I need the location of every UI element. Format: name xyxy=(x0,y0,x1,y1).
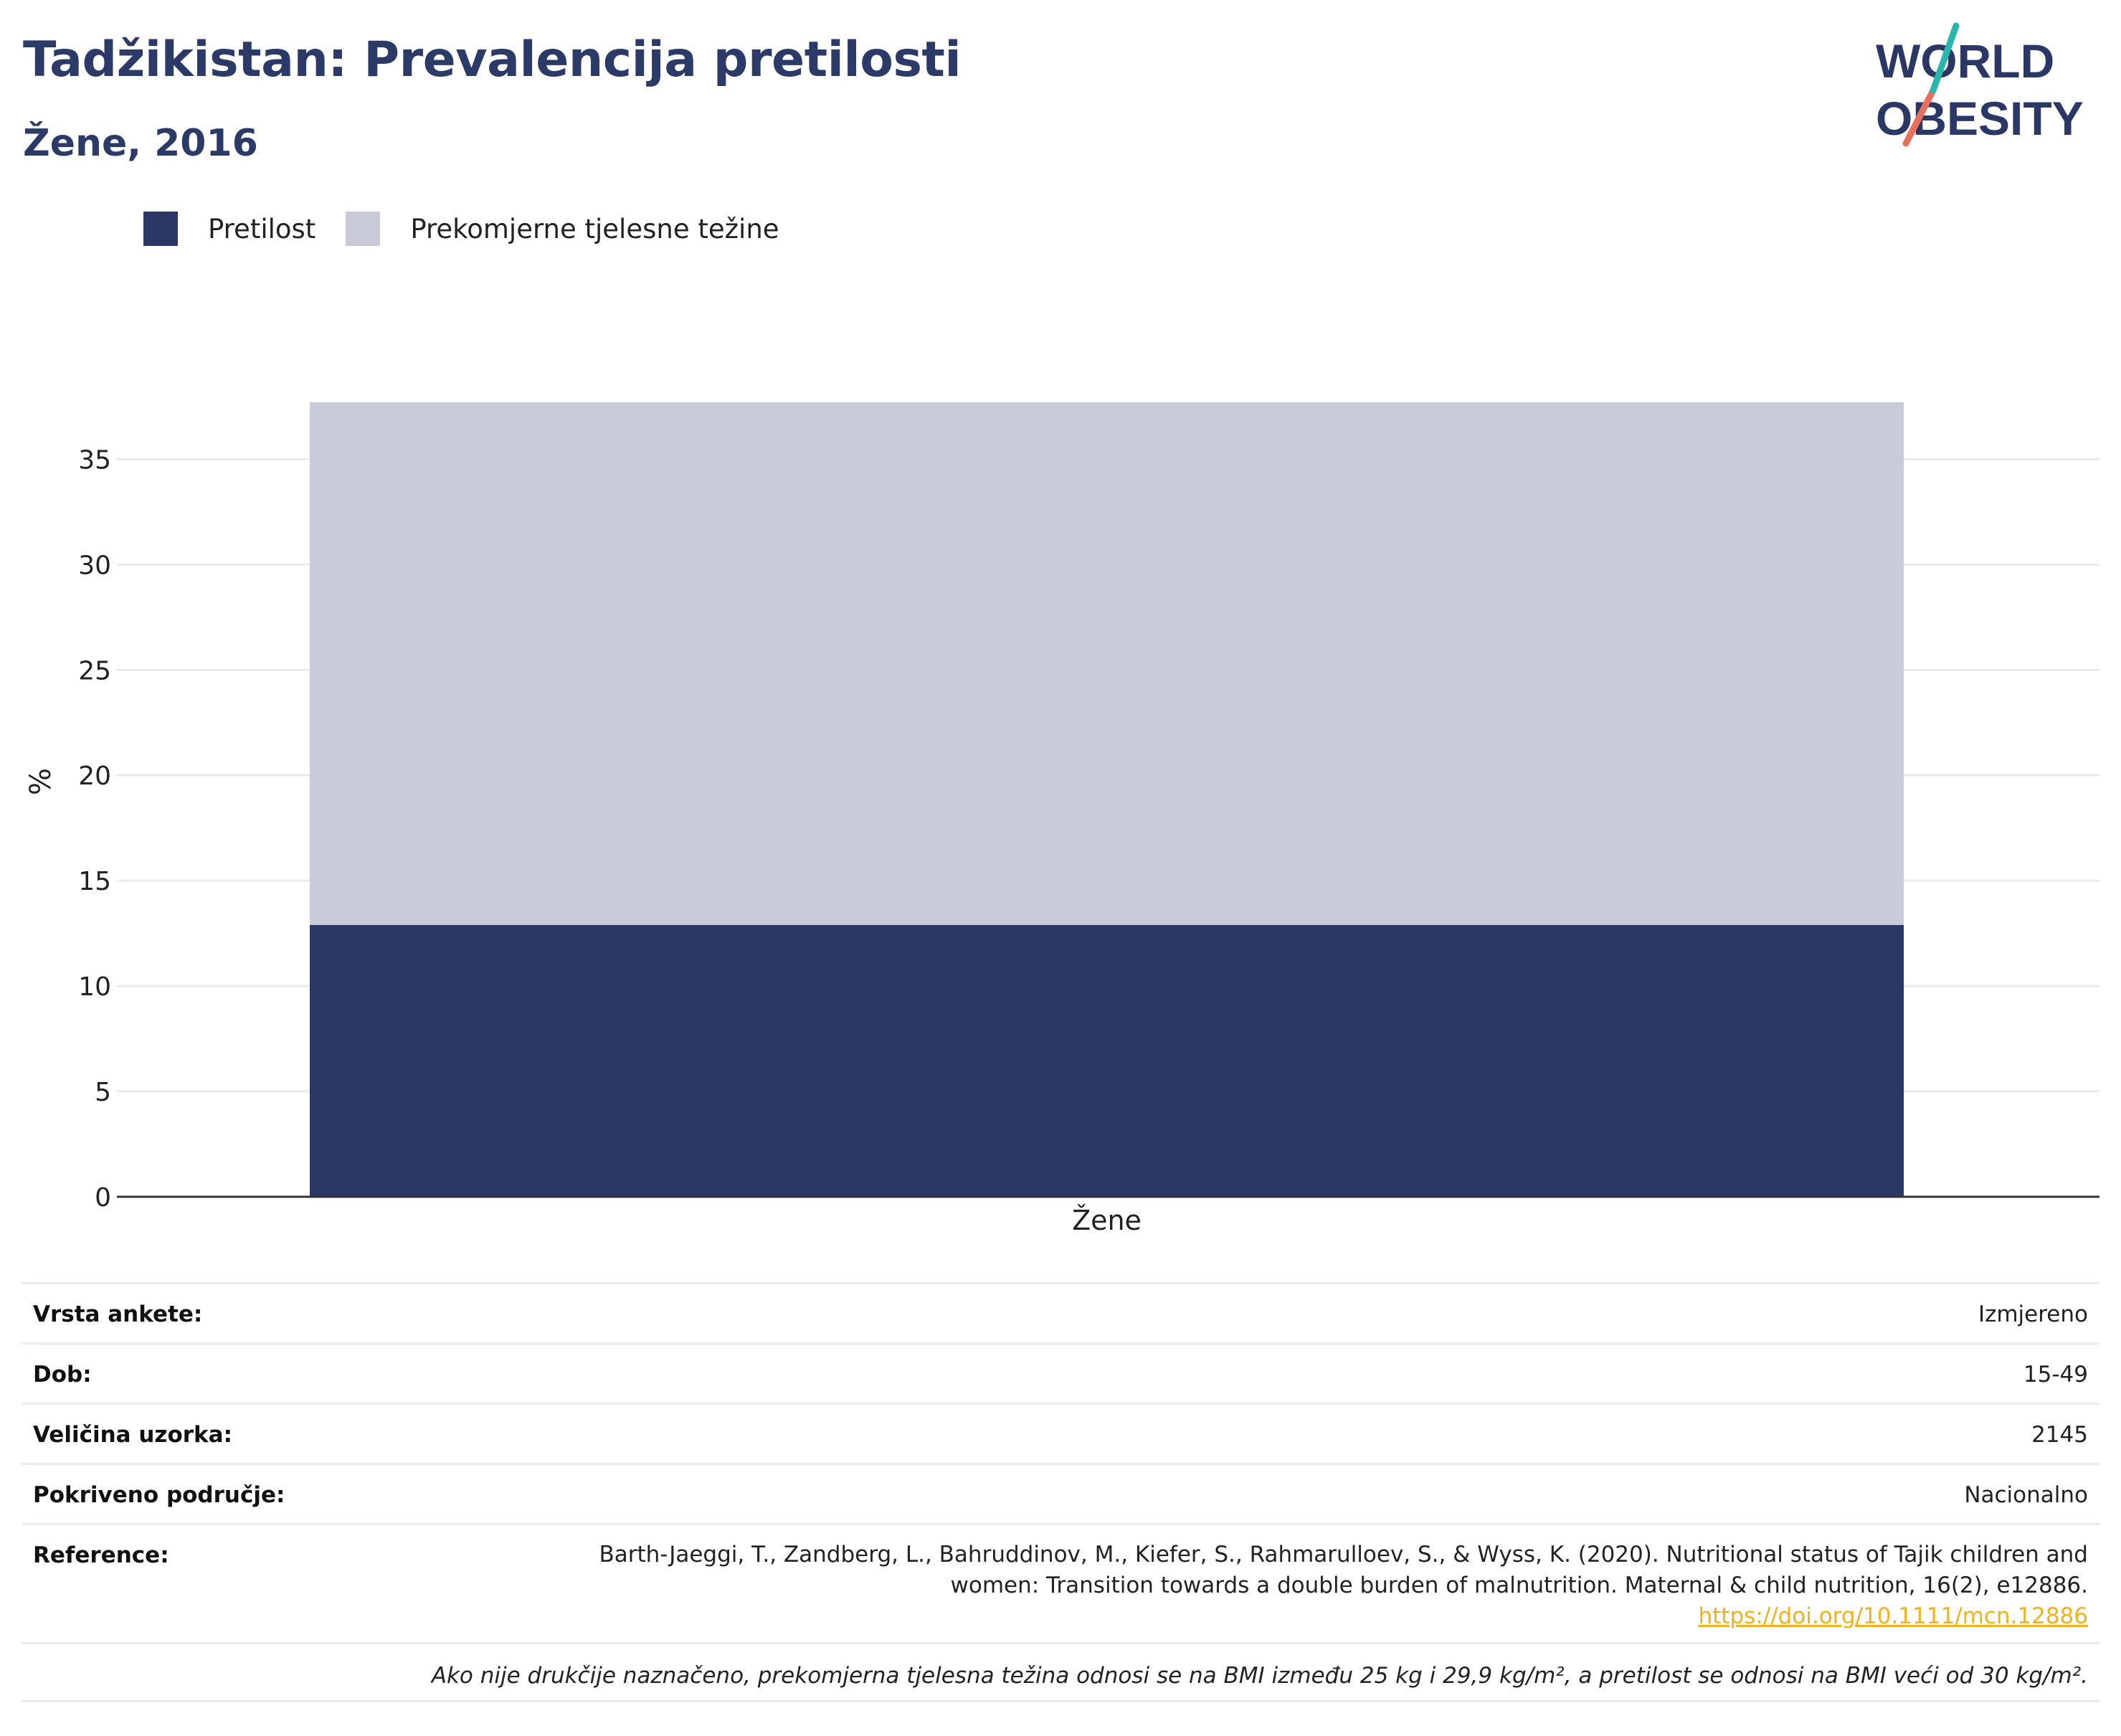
reference-line-2: women: Transition towards a double burde… xyxy=(950,1573,2089,1598)
info-row-survey-type: Vrsta ankete: Izmjereno xyxy=(22,1282,2099,1342)
y-tick-label: 10 xyxy=(78,972,111,1002)
info-key-sample-size: Veličina uzorka: xyxy=(33,1422,232,1448)
info-key-coverage: Pokriveno područje: xyxy=(33,1482,285,1508)
y-tick-label: 25 xyxy=(78,656,111,686)
y-tick-label: 5 xyxy=(95,1078,111,1107)
info-value-survey-type: Izmjereno xyxy=(1978,1301,2088,1327)
legend-label-obesity: Pretilost xyxy=(208,213,316,245)
info-row-reference: Reference: Barth-Jaeggi, T., Zandberg, L… xyxy=(22,1523,2099,1642)
definition-note: Ako nije drukčije naznačeno, prekomjerna… xyxy=(22,1642,2099,1702)
y-tick-label: 35 xyxy=(78,445,111,475)
page-subtitle: Žene, 2016 xyxy=(23,122,258,165)
info-key-reference: Reference: xyxy=(33,1542,169,1568)
legend-label-overweight: Prekomjerne tjelesne težine xyxy=(410,213,779,245)
y-tick-label: 20 xyxy=(78,762,111,791)
y-tick-label: 30 xyxy=(78,551,111,580)
reference-text: Barth-Jaeggi, T., Zandberg, L., Bahruddi… xyxy=(599,1540,2089,1632)
legend-swatch-overweight xyxy=(346,212,381,246)
legend-item-overweight[interactable]: Prekomjerne tjelesne težine xyxy=(346,212,779,246)
info-key-age: Dob: xyxy=(33,1362,92,1388)
survey-info-table: Vrsta ankete: Izmjereno Dob: 15-49 Velič… xyxy=(22,1282,2099,1702)
info-value-age: 15-49 xyxy=(2023,1362,2088,1388)
info-value-coverage: Nacionalno xyxy=(1964,1482,2088,1508)
legend-swatch-obesity xyxy=(143,212,178,246)
bars xyxy=(310,402,1904,1197)
y-axis-label: % xyxy=(24,768,57,795)
reference-link[interactable]: https://doi.org/10.1111/mcn.12886 xyxy=(1698,1603,2088,1629)
reference-line-1: Barth-Jaeggi, T., Zandberg, L., Bahruddi… xyxy=(599,1542,2089,1567)
info-row-coverage: Pokriveno područje: Nacionalno xyxy=(22,1463,2099,1523)
x-tick-label: Žene xyxy=(1072,1205,1142,1236)
legend-item-obesity[interactable]: Pretilost xyxy=(143,212,315,246)
axes: 0 5 10 15 20 25 30 35 Žene% xyxy=(24,445,2099,1236)
info-value-sample-size: 2145 xyxy=(2031,1422,2088,1448)
page-title: Tadžikistan: Prevalencija pretilosti xyxy=(23,32,962,88)
info-row-age: Dob: 15-49 xyxy=(22,1342,2099,1403)
world-obesity-logo: WORLD OBESITY xyxy=(1876,22,2084,147)
y-tick-label: 15 xyxy=(78,867,111,896)
svg-text:WORLD: WORLD xyxy=(1876,34,2054,87)
info-key-survey-type: Vrsta ankete: xyxy=(33,1301,203,1327)
info-row-sample-size: Veličina uzorka: 2145 xyxy=(22,1403,2099,1463)
bar-chart: 0 5 10 15 20 25 30 35 Žene% xyxy=(24,402,2099,1236)
chart-legend: Pretilost Prekomjerne tjelesne težine xyxy=(143,212,810,246)
bar-segment-overweight[interactable] xyxy=(310,402,1904,925)
y-tick-label: 0 xyxy=(95,1183,111,1213)
bar-segment-obesity[interactable] xyxy=(310,924,1904,1197)
